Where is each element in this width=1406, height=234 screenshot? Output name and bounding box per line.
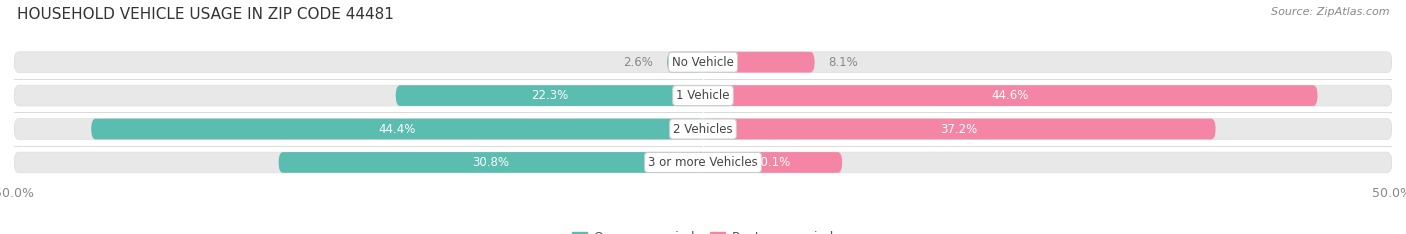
Text: 3 or more Vehicles: 3 or more Vehicles	[648, 156, 758, 169]
Text: HOUSEHOLD VEHICLE USAGE IN ZIP CODE 44481: HOUSEHOLD VEHICLE USAGE IN ZIP CODE 4448…	[17, 7, 394, 22]
Text: 37.2%: 37.2%	[941, 123, 979, 135]
Text: 2.6%: 2.6%	[623, 56, 654, 69]
FancyBboxPatch shape	[14, 152, 1392, 173]
Text: 2 Vehicles: 2 Vehicles	[673, 123, 733, 135]
Text: 1 Vehicle: 1 Vehicle	[676, 89, 730, 102]
FancyBboxPatch shape	[668, 52, 703, 73]
Text: 10.1%: 10.1%	[754, 156, 792, 169]
Text: No Vehicle: No Vehicle	[672, 56, 734, 69]
Text: 30.8%: 30.8%	[472, 156, 509, 169]
FancyBboxPatch shape	[395, 85, 703, 106]
Text: 22.3%: 22.3%	[530, 89, 568, 102]
FancyBboxPatch shape	[703, 52, 814, 73]
FancyBboxPatch shape	[14, 119, 1392, 139]
Legend: Owner-occupied, Renter-occupied: Owner-occupied, Renter-occupied	[568, 226, 838, 234]
Text: 44.6%: 44.6%	[991, 89, 1029, 102]
FancyBboxPatch shape	[14, 52, 1392, 73]
FancyBboxPatch shape	[91, 119, 703, 139]
FancyBboxPatch shape	[278, 152, 703, 173]
Text: 8.1%: 8.1%	[828, 56, 858, 69]
FancyBboxPatch shape	[14, 85, 1392, 106]
FancyBboxPatch shape	[703, 119, 1216, 139]
Text: 44.4%: 44.4%	[378, 123, 416, 135]
Text: Source: ZipAtlas.com: Source: ZipAtlas.com	[1271, 7, 1389, 17]
FancyBboxPatch shape	[703, 152, 842, 173]
FancyBboxPatch shape	[703, 85, 1317, 106]
